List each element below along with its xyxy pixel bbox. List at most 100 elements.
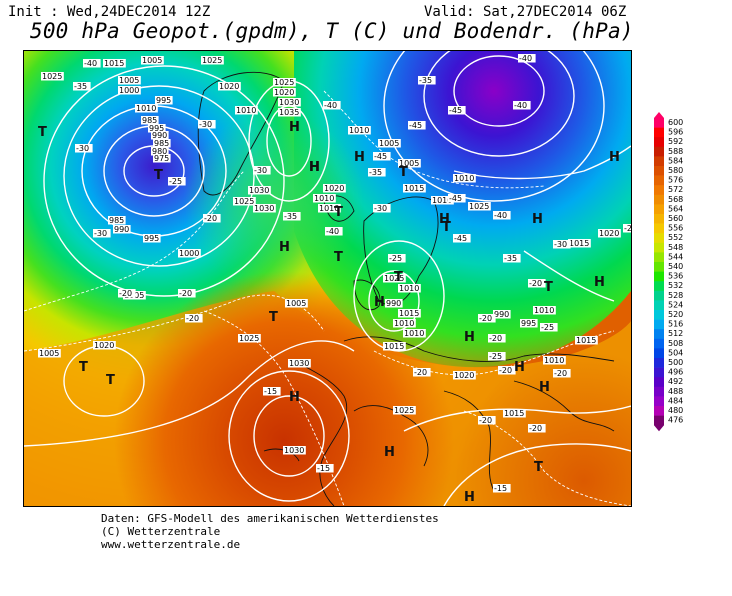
temperature-label: -25 (541, 323, 554, 332)
color-scale-legend: 600 596 592 588 584 580 576 572 568 564 560 556 552 5… (650, 112, 710, 442)
legend-value: 516 (668, 320, 683, 329)
pressure-label-bg (201, 56, 224, 65)
legend-swatch (654, 406, 664, 416)
temperature-label: -30 (374, 204, 387, 213)
pressure-label: 1010 (399, 284, 419, 293)
temperature-label: -35 (284, 212, 297, 221)
legend-value: 496 (668, 368, 683, 377)
temperature-label: -35 (504, 254, 517, 263)
high-pressure-marker: H (384, 445, 395, 460)
pressure-label-bg (318, 204, 341, 213)
pressure-label-bg (453, 174, 476, 183)
legend-swatch (654, 358, 664, 368)
temperature-label-bg (283, 212, 301, 221)
legend-value: 524 (668, 300, 683, 309)
pressure-label: 985 (109, 216, 124, 225)
temperature-label-bg (553, 369, 571, 378)
pressure-label: 1015 (576, 336, 596, 345)
temperature-label-bg (498, 366, 516, 375)
isobars (24, 51, 631, 506)
pressure-label-bg (155, 96, 173, 105)
pressure-label-bg (393, 319, 416, 328)
pressure-label-bg (385, 299, 403, 308)
legend-swatch (654, 396, 664, 407)
temperature-label: -15 (317, 464, 330, 473)
legend-swatch (654, 118, 664, 128)
footer-line-data: Daten: GFS-Modell des amerikanischen Wet… (101, 512, 439, 525)
pressure-label: 1010 (544, 356, 564, 365)
legend-value: 556 (668, 224, 683, 233)
pressure-label: 1020 (454, 371, 474, 380)
high-pressure-marker: H (464, 490, 475, 505)
temperature-label-bg (93, 229, 111, 238)
pressure-label: 1020 (324, 184, 344, 193)
legend-value: 508 (668, 339, 683, 348)
temperature-label-bg (388, 254, 406, 263)
high-pressure-marker: H (532, 212, 543, 227)
pressure-label: 1005 (142, 56, 162, 65)
high-pressure-marker: H (354, 150, 365, 165)
pressure-label-bg (151, 147, 169, 156)
high-pressure-marker: H (514, 360, 525, 375)
pressure-label: 1025 (42, 72, 62, 81)
temperature-label-bg (528, 279, 546, 288)
pressure-label-bg (153, 139, 171, 148)
temperature-label: -15 (494, 484, 507, 493)
legend-swatch (654, 146, 664, 157)
low-pressure-marker: T (79, 360, 88, 375)
temperature-label-bg (178, 289, 196, 298)
pressure-label-bg (143, 234, 161, 243)
legend-value: 544 (668, 252, 683, 261)
pressure-label-bg (348, 126, 371, 135)
temperature-label-bg (493, 484, 511, 493)
pressure-label: 1015 (404, 184, 424, 193)
legend-swatch (654, 223, 664, 234)
temperature-label: -45 (374, 152, 387, 161)
pressure-label-bg (323, 184, 346, 193)
high-pressure-marker: H (279, 240, 290, 255)
pressure-label-bg (141, 116, 159, 125)
pressure-label-bg (493, 310, 511, 319)
pressure-label-bg (398, 284, 421, 293)
legend-swatch (654, 194, 664, 205)
pressure-label-bg (135, 104, 158, 113)
legend-value: 488 (668, 387, 683, 396)
legend-swatch (654, 348, 664, 359)
pressure-label: 975 (154, 154, 169, 163)
pressure-label-bg (403, 184, 426, 193)
pressure-label-bg (383, 342, 406, 351)
temperature-label-bg (503, 254, 521, 263)
temperature-label-bg (185, 314, 203, 323)
pressure-label-bg (235, 106, 258, 115)
temperature-label-bg (373, 152, 391, 161)
temperature-label: -25 (389, 254, 402, 263)
pressure-label: 1010 (236, 106, 256, 115)
pressure-label: 1030 (279, 98, 299, 107)
low-pressure-marker: T (394, 270, 403, 285)
temperature-label-bg (75, 144, 93, 153)
pressure-label: 1005 (119, 76, 139, 85)
pressure-label-bg (278, 108, 301, 117)
temperature-label: -20 (179, 289, 192, 298)
temperature-label: -20 (186, 314, 199, 323)
temperature-label-bg (118, 289, 136, 298)
init-time: Init : Wed,24DEC2014 12Z (8, 4, 211, 20)
legend-value: 504 (668, 348, 683, 357)
temperature-label-bg (413, 368, 431, 377)
temperature-label: -20 (554, 369, 567, 378)
legend-swatch (654, 367, 664, 378)
legend-value: 592 (668, 137, 683, 146)
temperature-label: -45 (449, 194, 462, 203)
pressure-label: 1020 (274, 88, 294, 97)
pressure-label-bg (233, 197, 256, 206)
legend-value: 584 (668, 156, 683, 165)
legend-swatch (654, 377, 664, 388)
pressure-label: 1020 (94, 341, 114, 350)
pressure-label: 1030 (284, 446, 304, 455)
legend-value: 520 (668, 310, 683, 319)
temperature-label-bg (323, 101, 341, 110)
legend-value: 552 (668, 233, 683, 242)
legend-value: 548 (668, 243, 683, 252)
temperature-label: -20 (119, 289, 132, 298)
temperature-label-bg (368, 168, 386, 177)
